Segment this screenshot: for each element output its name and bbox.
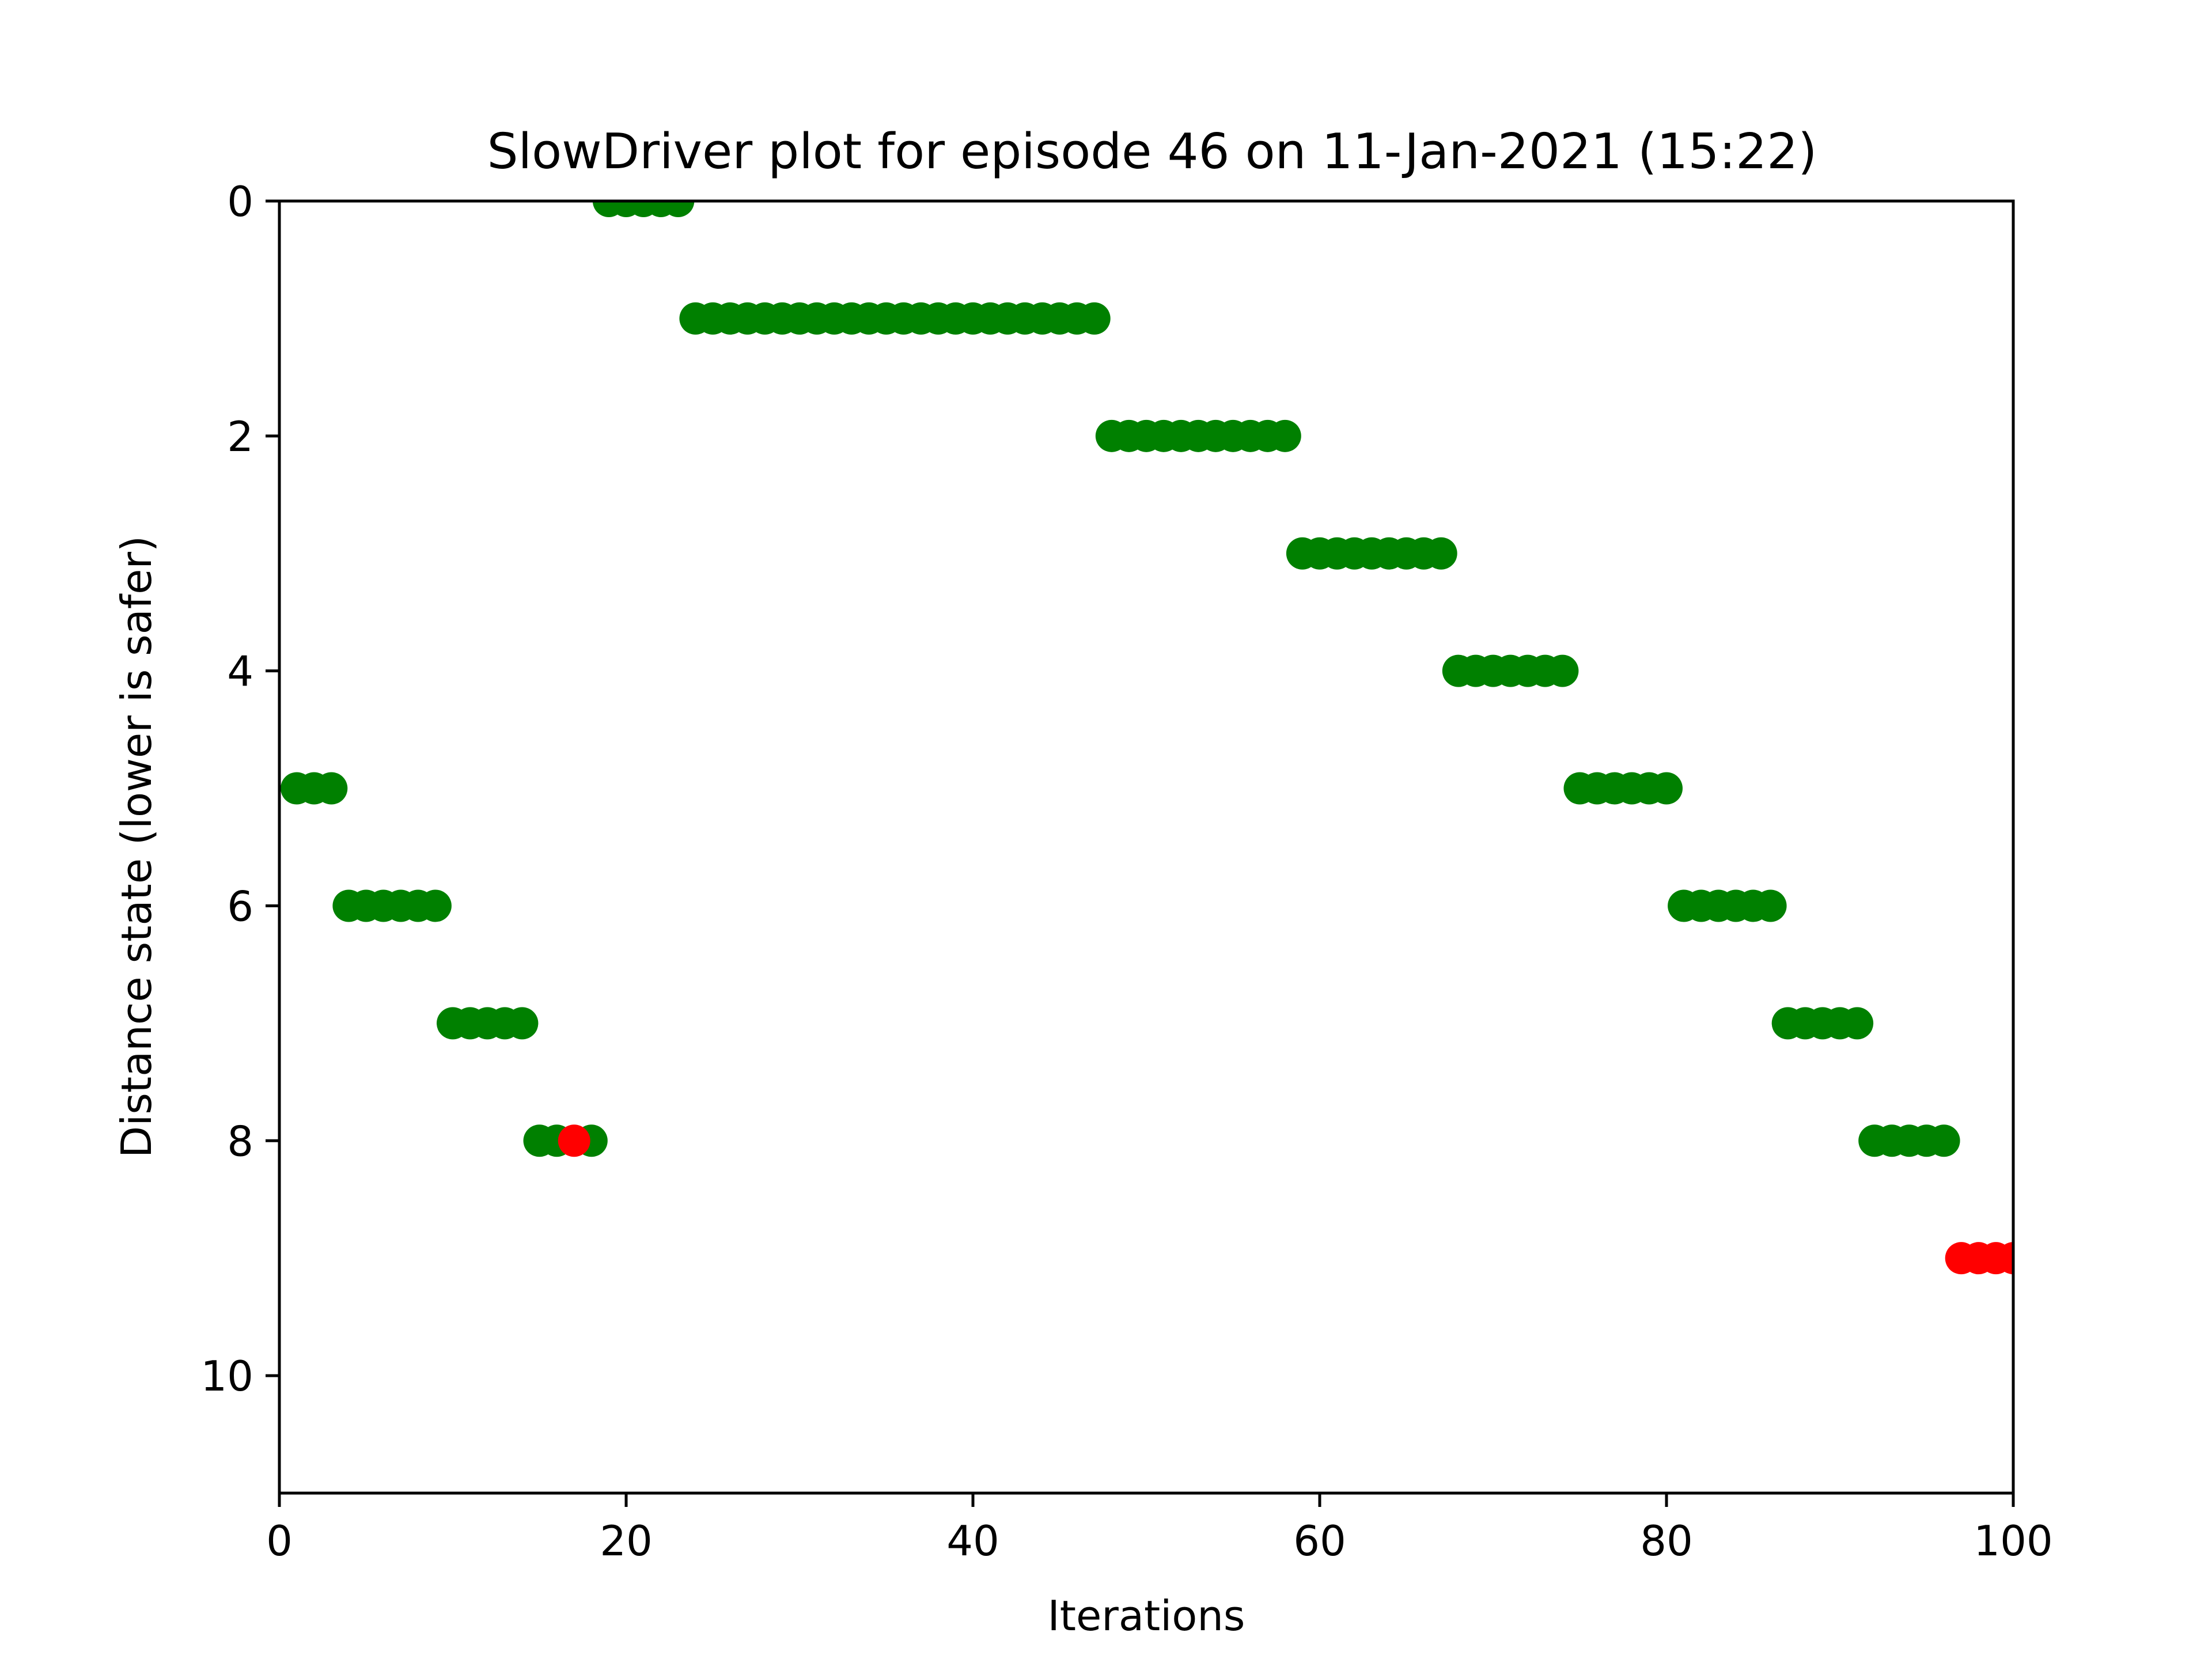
data-point-safe [1650,772,1683,805]
y-tick-label: 0 [227,177,253,226]
x-tick-label: 60 [1293,1517,1346,1565]
data-point-safe [1425,537,1457,570]
y-tick-label: 8 [227,1117,253,1165]
data-point-safe [1268,419,1301,452]
data-point-safe [1927,1124,1960,1157]
x-axis-label: Iterations [1048,1592,1245,1640]
x-tick-label: 80 [1640,1517,1693,1565]
y-axis-label: Distance state (lower is safer) [112,536,161,1158]
data-point-safe [506,1007,539,1040]
data-point-safe [1078,302,1111,335]
data-point-safe [1546,654,1579,687]
y-axis-ticks: 0 2 4 6 8 10 [200,177,279,1400]
data-point-safe [315,772,348,805]
x-tick-label: 20 [600,1517,653,1565]
x-tick-label: 0 [266,1517,293,1565]
plot-frame [278,199,2015,1495]
data-point-unsafe [558,1124,590,1157]
y-tick-label: 6 [227,882,253,930]
x-tick-label: 40 [946,1517,999,1565]
y-tick-label: 10 [200,1352,253,1400]
plot-markers [281,201,2013,1275]
x-tick-label: 100 [1974,1517,2052,1565]
x-axis-ticks: 0 20 40 60 80 100 [266,1493,2053,1565]
chart-title: SlowDriver plot for episode 46 on 11-Jan… [487,123,1817,180]
y-tick-label: 2 [227,412,253,461]
data-point-safe [1841,1007,1874,1040]
data-point-safe [419,889,452,922]
y-tick-label: 4 [227,647,253,696]
data-point-safe [662,201,695,217]
data-point-unsafe [1997,1242,2013,1275]
data-point-safe [1754,889,1787,922]
